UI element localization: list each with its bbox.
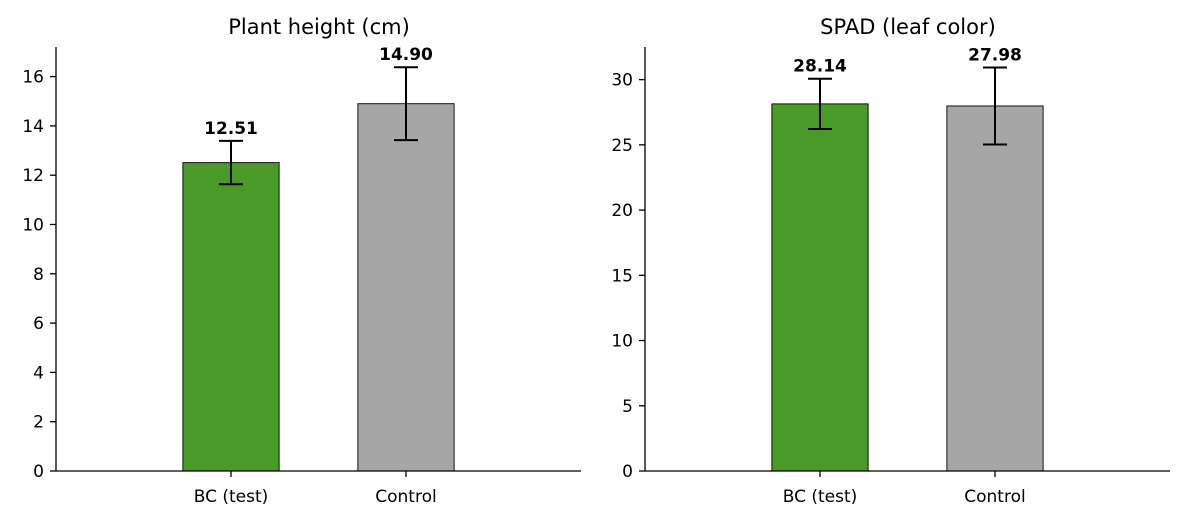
- y-tick-label: 15: [611, 266, 633, 286]
- chart-title: Plant height (cm): [228, 15, 410, 39]
- bar: [771, 103, 869, 472]
- x-tick-label: Control: [375, 487, 436, 507]
- bar: [182, 162, 280, 472]
- x-tick-label: Control: [964, 487, 1025, 507]
- y-tick-label: 20: [611, 201, 633, 221]
- y-tick-label: 30: [611, 71, 633, 91]
- y-tick-label: 2: [33, 413, 44, 433]
- y-tick-label: 12: [22, 166, 44, 186]
- y-tick-label: 0: [33, 462, 44, 482]
- bar: [357, 103, 455, 472]
- x-tick-label: BC (test): [783, 487, 858, 507]
- data-label: 27.98: [968, 45, 1022, 65]
- y-tick-label: 5: [622, 397, 633, 417]
- y-tick-label: 6: [33, 314, 44, 334]
- spad-chart: SPAD (leaf color) 28.14 BC (test) 27.98 Con…: [611, 15, 1170, 507]
- plant-height-chart: Plant height (cm) 12.51 BC (test) 14.90 Con…: [22, 15, 581, 507]
- y-tick-label: 25: [611, 136, 633, 156]
- y-tick-label: 10: [611, 332, 633, 352]
- y-tick-label: 8: [33, 265, 44, 285]
- data-label: 28.14: [793, 57, 847, 77]
- y-tick-label: 10: [22, 215, 44, 235]
- chart-title: SPAD (leaf color): [820, 15, 996, 39]
- data-label: 14.90: [379, 45, 433, 65]
- x-tick-label: BC (test): [194, 487, 269, 507]
- y-tick-label: 0: [622, 462, 633, 482]
- y-tick-label: 4: [33, 363, 44, 383]
- y-tick-label: 16: [22, 68, 44, 88]
- data-label: 12.51: [204, 119, 258, 139]
- bar: [946, 105, 1044, 472]
- y-tick-label: 14: [22, 117, 44, 137]
